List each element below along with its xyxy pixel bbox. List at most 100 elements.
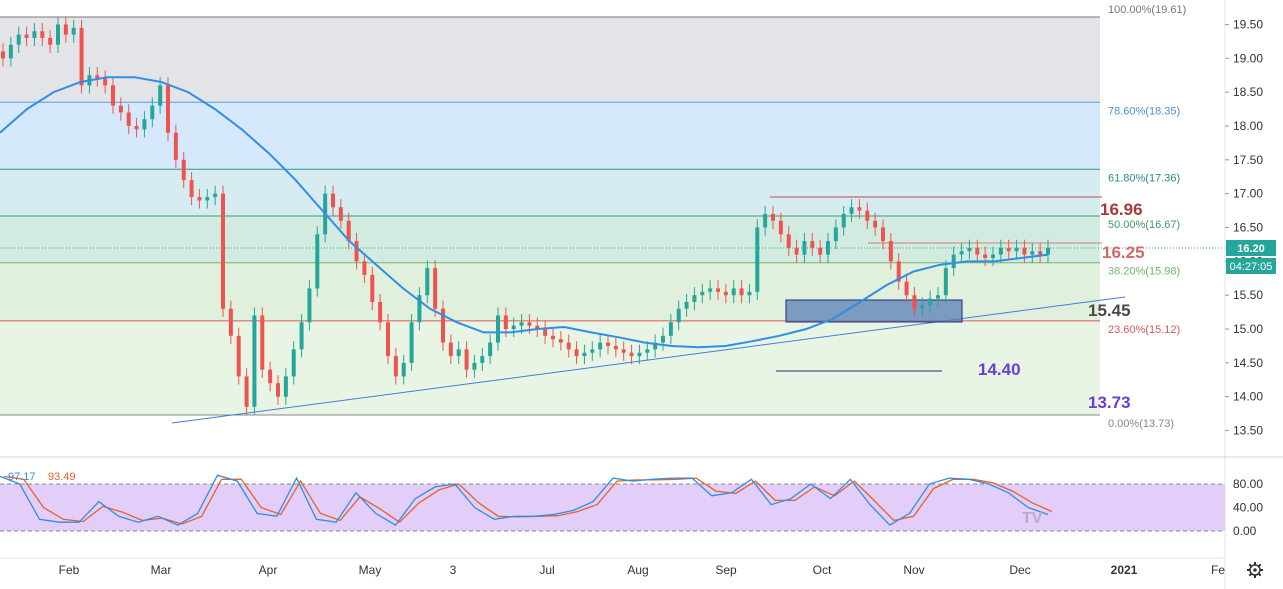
candle [794, 247, 799, 255]
fib-label-6: 0.00%(13.73) [1108, 418, 1174, 430]
candle [299, 322, 304, 350]
fib-label-5: 23.60%(15.12) [1108, 324, 1180, 336]
candle [857, 207, 862, 211]
candle [692, 295, 697, 302]
price-tick-label: 16.50 [1233, 221, 1263, 235]
candle [991, 254, 995, 258]
candle [637, 352, 642, 357]
candle [354, 241, 359, 262]
candle [378, 301, 383, 323]
annotation-15.45: 15.45 [1088, 301, 1131, 320]
countdown-badge [1226, 258, 1276, 274]
candle [283, 376, 288, 397]
countdown-text: 04:27:05 [1230, 261, 1273, 273]
time-axis-label: Apr [259, 563, 278, 577]
candle [189, 180, 194, 198]
candle [810, 241, 815, 248]
last-price-text: 16.20 [1237, 243, 1265, 255]
price-scale: 19.5019.0018.5018.0017.5017.0016.5016.00… [1225, 17, 1263, 438]
candle [433, 268, 438, 309]
fib-label-4: 38.20%(15.98) [1108, 266, 1180, 278]
candle [315, 234, 320, 289]
candle [943, 268, 948, 296]
candle [975, 247, 980, 255]
candle [71, 27, 76, 35]
candle [967, 247, 972, 252]
candle [409, 322, 414, 363]
candle [472, 362, 477, 370]
candle [959, 251, 964, 255]
stochastic-band [0, 484, 1225, 531]
price-tick-label: 15.50 [1233, 288, 1263, 302]
candle [252, 315, 257, 407]
candle [841, 213, 846, 228]
candle [142, 119, 147, 130]
annotation-13.73: 13.73 [1088, 393, 1131, 412]
candle [904, 281, 909, 296]
time-axis-label: Dec [1009, 563, 1030, 577]
candle [425, 268, 430, 296]
fib-label-0: 100.00%(19.61) [1108, 4, 1186, 16]
candle [519, 322, 524, 326]
candle [1, 51, 5, 59]
time-axis-label: 2021 [1111, 563, 1138, 577]
candle [912, 295, 917, 309]
candle [802, 241, 807, 255]
candle [849, 207, 854, 214]
time-axis-label: Jul [539, 563, 554, 577]
candle [63, 24, 68, 35]
candle [1022, 247, 1027, 255]
candle [873, 220, 878, 228]
watermark: TV [1022, 510, 1043, 527]
price-tick-label: 19.00 [1233, 51, 1263, 65]
fib-label-3: 50.00%(16.67) [1108, 219, 1180, 231]
candle [527, 322, 532, 326]
fib-zone-1 [0, 102, 1100, 170]
candle [503, 315, 508, 330]
fibonacci-levels: 100.00%(19.61) 78.60%(18.35) 61.80%(17.36)… [0, 4, 1186, 430]
stochastic-tick-label: 0.00 [1233, 524, 1257, 538]
stochastic-d-value: 93.49 [48, 471, 76, 483]
candle [16, 34, 21, 45]
candle [268, 369, 273, 384]
candle [228, 308, 233, 336]
candle [684, 301, 689, 309]
candle [260, 315, 265, 370]
candle [56, 24, 60, 45]
stochastic-k-line [0, 474, 1049, 526]
last-price-badge [1226, 240, 1276, 256]
time-axis-label: Aug [627, 563, 648, 577]
candle [574, 349, 579, 357]
candle [126, 112, 131, 126]
candle [79, 27, 84, 86]
candle [731, 288, 736, 296]
price-tick-label: 19.50 [1233, 17, 1263, 31]
support-zone-box [785, 299, 963, 323]
candle [865, 210, 870, 221]
annotation-16.96: 16.96 [1100, 200, 1143, 219]
stochastic-tick-label: 80.00 [1233, 477, 1263, 491]
candle [448, 342, 453, 357]
candle [158, 85, 163, 106]
candle [543, 329, 548, 336]
price-tick-label: 17.50 [1233, 153, 1263, 167]
candle [1038, 251, 1043, 255]
candle [370, 274, 375, 302]
settings-gear-icon[interactable] [1247, 562, 1263, 578]
candle [1046, 247, 1050, 255]
candle [166, 85, 170, 133]
price-tick-label: 14.00 [1233, 390, 1263, 404]
candle [464, 349, 469, 370]
candle [661, 335, 665, 343]
candle [24, 34, 29, 38]
candle [32, 31, 37, 38]
candle [566, 342, 571, 350]
candle [417, 295, 422, 323]
candle [668, 322, 673, 336]
candle [629, 352, 634, 357]
candle [716, 288, 720, 292]
price-tick-label: 15.00 [1233, 322, 1263, 336]
candle [401, 362, 406, 377]
candle [338, 207, 343, 221]
